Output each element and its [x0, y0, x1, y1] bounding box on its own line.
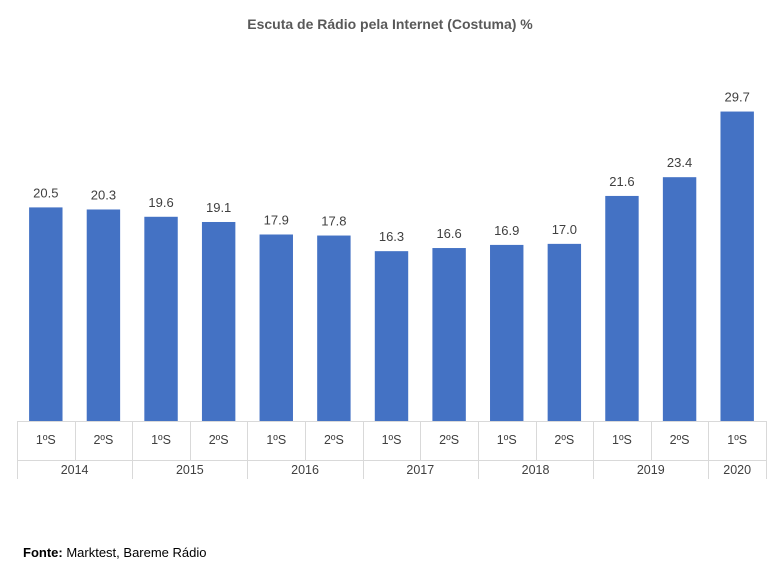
value-labels-group: 20.5 20.3 19.6 19.1 17.9 17.8 16.3 16.6 16.9 17.0… — [33, 90, 750, 245]
data-label-4: 17.9 — [264, 212, 289, 227]
bars-group — [29, 111, 754, 421]
year-label-2015: 2015 — [176, 463, 204, 477]
data-label-5: 17.8 — [321, 214, 346, 229]
bar-0 — [29, 207, 63, 421]
bar-1 — [86, 209, 121, 421]
year-label-2020: 2020 — [723, 463, 751, 477]
chart-title: Escuta de Rádio pela Internet (Costuma) … — [247, 16, 533, 32]
data-label-10: 21.6 — [609, 174, 634, 189]
category-label-3: 2ºS — [209, 433, 229, 447]
bar-9 — [547, 243, 582, 421]
category-label-2: 1ºS — [151, 433, 171, 447]
source-label: Fonte: — [23, 545, 63, 560]
data-label-2: 19.6 — [148, 195, 173, 210]
category-label-1: 2ºS — [93, 433, 113, 447]
bar-7 — [432, 248, 466, 421]
data-label-6: 16.3 — [379, 229, 404, 244]
bar-4 — [259, 234, 293, 421]
bar-3 — [201, 221, 236, 421]
year-label-2017: 2017 — [406, 463, 434, 477]
bar-10 — [605, 195, 639, 421]
bar-8 — [490, 244, 524, 421]
data-label-7: 16.6 — [436, 226, 461, 241]
data-label-0: 20.5 — [33, 185, 58, 200]
category-axis: 1ºS 2ºS 1ºS 2ºS 1ºS 2ºS 1ºS 2ºS 1ºS 2ºS 1ºS 2ºS 1ºS 2… — [17, 421, 767, 479]
category-label-8: 1ºS — [497, 433, 517, 447]
bar-2 — [144, 216, 178, 421]
bar-6 — [374, 251, 409, 421]
category-label-9: 2ºS — [554, 433, 574, 447]
data-label-8: 16.9 — [494, 223, 519, 238]
data-label-1: 20.3 — [91, 187, 116, 202]
bar-12 — [720, 111, 754, 421]
data-label-3: 19.1 — [206, 200, 231, 215]
bar-11 — [662, 177, 697, 421]
category-label-10: 1ºS — [612, 433, 632, 447]
bar-5 — [317, 235, 351, 421]
year-label-2018: 2018 — [522, 463, 550, 477]
year-label-2019: 2019 — [637, 463, 665, 477]
category-label-7: 2ºS — [439, 433, 459, 447]
category-label-6: 1ºS — [382, 433, 402, 447]
data-label-11: 23.4 — [667, 155, 692, 170]
source-text: Marktest, Bareme Rádio — [62, 545, 207, 560]
data-label-9: 17.0 — [552, 222, 577, 237]
year-label-2014: 2014 — [61, 463, 89, 477]
category-label-4: 1ºS — [266, 433, 286, 447]
source-note: Fonte: Marktest, Bareme Rádio — [23, 545, 207, 560]
category-label-0: 1ºS — [36, 433, 56, 447]
category-label-5: 2ºS — [324, 433, 344, 447]
data-label-12: 29.7 — [725, 90, 750, 105]
year-label-2016: 2016 — [291, 463, 319, 477]
category-label-11: 2ºS — [670, 433, 690, 447]
category-label-12: 1ºS — [727, 433, 747, 447]
